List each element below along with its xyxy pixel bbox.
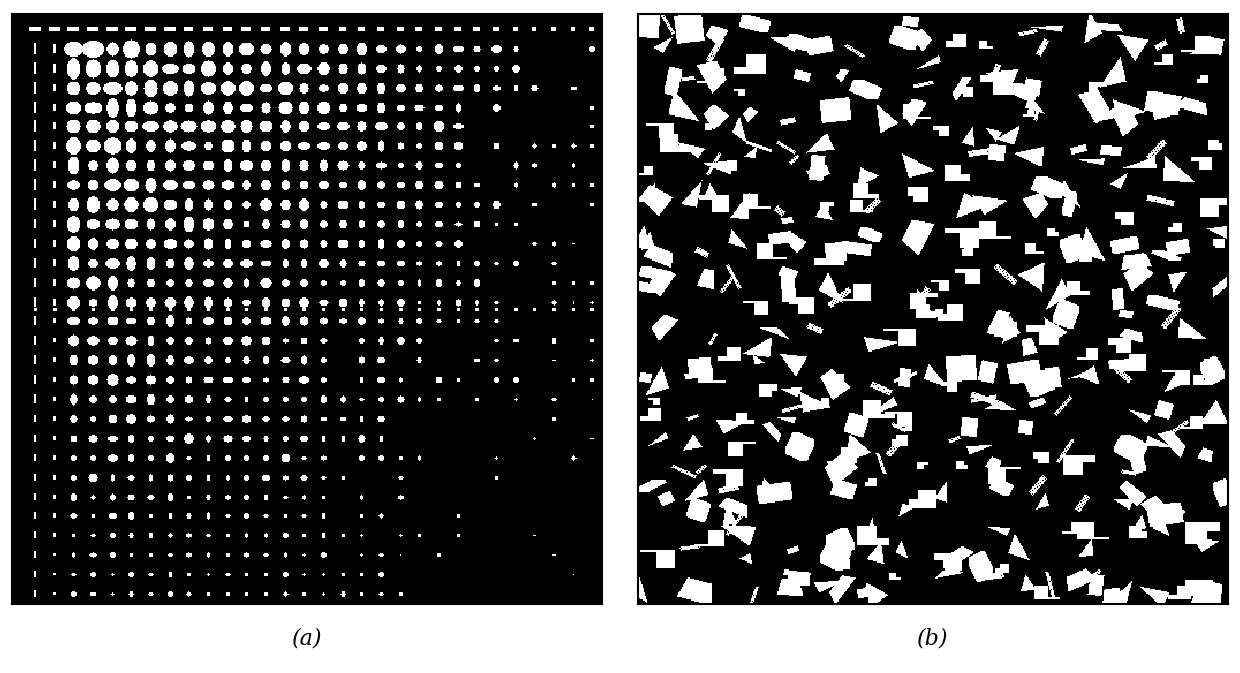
Text: (b): (b) (916, 628, 949, 650)
Text: (a): (a) (293, 628, 322, 650)
